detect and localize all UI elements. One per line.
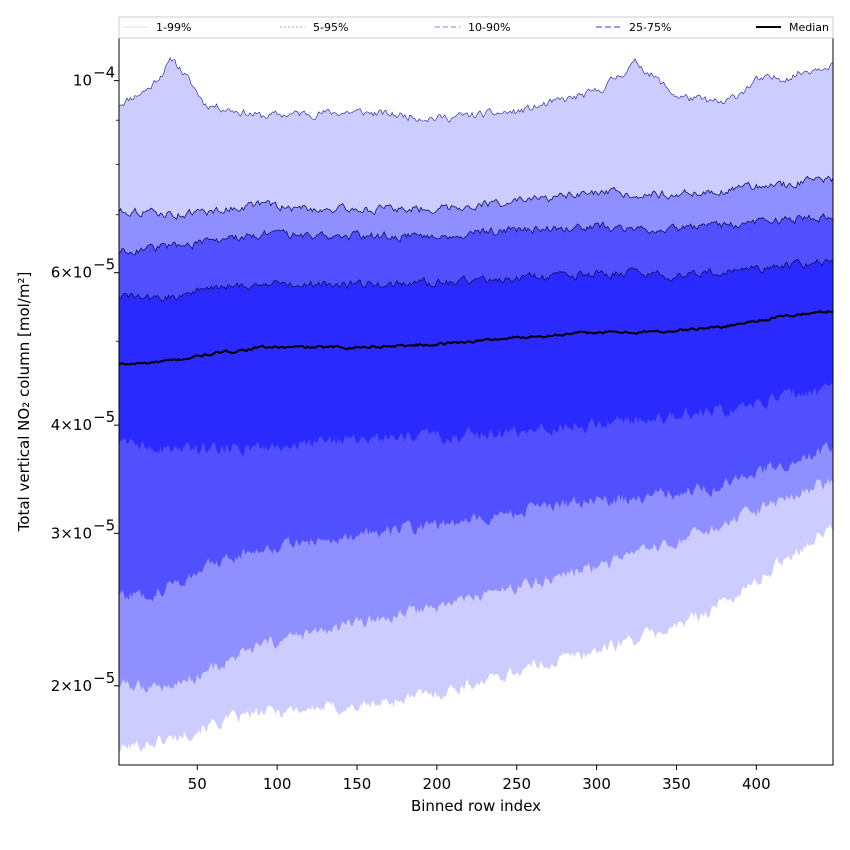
percentile-bands: [119, 57, 833, 753]
y-tick-exponent: −4: [93, 64, 115, 82]
band-edges: [119, 57, 833, 302]
y-tick-exponent: −5: [93, 516, 115, 534]
x-tick-label: 150: [343, 775, 372, 793]
legend-label: Median: [789, 21, 829, 34]
x-tick-label: 200: [423, 775, 452, 793]
x-tick-label: 300: [582, 775, 611, 793]
y-tick-label: 2×10: [51, 677, 92, 695]
legend-label: 1-99%: [156, 21, 191, 34]
x-tick-label: 100: [263, 775, 292, 793]
legend: 1-99% 5-95% 10-90% 25-75% Median: [118, 16, 834, 39]
median-line: [119, 309, 833, 366]
legend-label: 10-90%: [468, 21, 510, 34]
y-tick-label: 3×10: [51, 524, 92, 542]
x-tick-label: 50: [188, 775, 207, 793]
x-axis-label: Binned row index: [411, 797, 541, 815]
y-tick-label: 6×10: [51, 264, 92, 282]
legend-label: 5-95%: [313, 21, 348, 34]
legend-label: 25-75%: [629, 21, 671, 34]
y-tick-exponent: −5: [93, 256, 115, 274]
median-series: [119, 309, 833, 366]
band-upper-edge-5-95pct: [119, 175, 833, 221]
y-tick-label: 10: [73, 72, 92, 90]
y-tick-exponent: −5: [93, 669, 115, 687]
band-25-75pct: [119, 259, 833, 457]
band-upper-edge-25-75pct: [119, 258, 833, 302]
x-axis-ticks: 50 100 150 200 250 300 350 400: [188, 765, 771, 793]
x-tick-label: 250: [502, 775, 531, 793]
y-tick-label: 4×10: [51, 416, 92, 434]
y-tick-exponent: −5: [93, 408, 115, 426]
legend-box: [118, 16, 834, 39]
x-tick-label: 400: [742, 775, 771, 793]
x-tick-label: 350: [662, 775, 691, 793]
y-axis-ticks: 2×10 −53×10 −54×10 −56×10−510−4: [51, 64, 119, 695]
y-axis-label: Total vertical NO₂ column [mol/m²]: [15, 272, 33, 533]
band-upper-edge-1-99pct: [119, 57, 833, 123]
band-upper-edge-10-90pct: [119, 213, 833, 256]
